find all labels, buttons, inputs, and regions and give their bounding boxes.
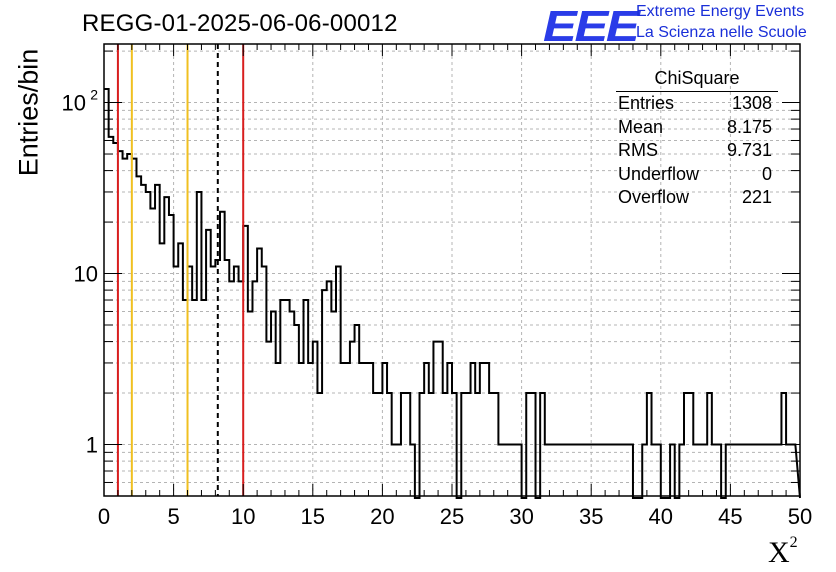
- x-tick-label: 0: [98, 504, 110, 529]
- chart-title: REGG-01-2025-06-06-00012: [82, 10, 398, 37]
- stats-label: RMS: [618, 140, 658, 160]
- stats-value: 8.175: [726, 116, 772, 137]
- y-axis-label: Entries/bin: [13, 48, 44, 177]
- stats-row-mean: Mean 8.175: [614, 116, 778, 140]
- x-tick-label: 25: [440, 504, 464, 529]
- x-tick-label: 30: [509, 504, 533, 529]
- x-tick-label: 15: [301, 504, 325, 529]
- x-tick-label: 10: [231, 504, 255, 529]
- x-tick-label: 40: [649, 504, 673, 529]
- stats-value: 221: [741, 187, 772, 207]
- x-tick-label: 50: [788, 504, 812, 529]
- eee-logo: EEE: [543, 2, 640, 51]
- stats-label: Mean: [618, 116, 664, 137]
- stats-box: ChiSquare Entries 1308 Mean 8.175 RMS 9.…: [614, 68, 778, 210]
- stats-label: Underflow: [618, 163, 700, 184]
- y-tick-label: 1: [86, 433, 98, 458]
- y-tick-label: 10: [74, 262, 98, 287]
- stats-label: Overflow: [618, 187, 690, 207]
- stats-row-overflow: Overflow 221: [614, 186, 778, 210]
- y-tick-label-exponent: 2: [90, 87, 98, 103]
- stats-value: 0: [761, 163, 772, 184]
- x-tick-label: 45: [718, 504, 742, 529]
- stats-row-underflow: Underflow 0: [614, 163, 778, 187]
- stats-value: 1308: [731, 93, 772, 113]
- stats-box-title: ChiSquare: [616, 68, 778, 92]
- stats-value: 9.731: [726, 140, 772, 160]
- stats-row-entries: Entries 1308: [614, 92, 778, 116]
- reference-lines-layer: [116, 44, 245, 496]
- logo-tagline-2: La Scienza nelle Scuole: [636, 24, 807, 41]
- logo-tagline-1: Extreme Energy Events: [636, 3, 805, 20]
- y-tick-label: 10: [62, 91, 86, 116]
- histogram-layer: [104, 88, 801, 499]
- x-tick-label: 20: [370, 504, 394, 529]
- x-tick-label: 5: [167, 504, 179, 529]
- x-axis-label: X2: [768, 534, 798, 570]
- stats-row-rms: RMS 9.731: [614, 139, 778, 163]
- histogram-outline: [104, 88, 801, 499]
- x-tick-label: 35: [579, 504, 603, 529]
- stats-label: Entries: [618, 93, 675, 113]
- x-axis-label-text: X: [768, 536, 790, 569]
- x-axis-label-superscript: 2: [789, 534, 798, 551]
